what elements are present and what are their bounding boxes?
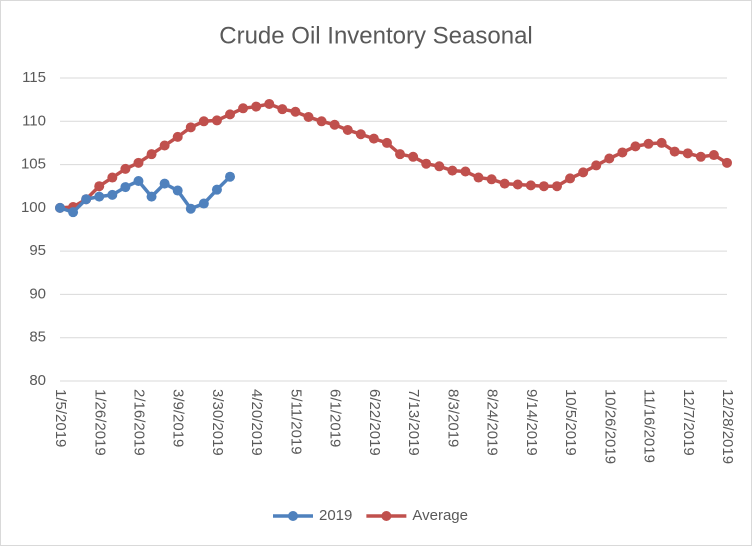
point (198, 198, 209, 209)
point (395, 149, 406, 160)
x-tick-label: 8/3/2019 (444, 389, 461, 447)
point (264, 98, 275, 109)
point (381, 137, 392, 148)
x-tick-label: 1/26/2019 (91, 389, 108, 456)
point (198, 116, 209, 127)
point (512, 179, 523, 190)
series-line (59, 102, 728, 210)
point (551, 181, 562, 192)
point (682, 148, 693, 159)
point (159, 140, 170, 151)
point (591, 160, 602, 171)
x-tick-label: 10/26/2019 (601, 389, 618, 464)
point (120, 182, 131, 193)
point (159, 178, 170, 189)
point (225, 109, 236, 120)
point (473, 172, 484, 183)
point (94, 191, 105, 202)
point (630, 141, 641, 152)
x-tick-label: 5/11/2019 (287, 389, 304, 455)
point (708, 150, 719, 161)
point (329, 119, 340, 130)
x-tick-label: 9/14/2019 (523, 389, 540, 456)
point (525, 180, 536, 191)
point (107, 189, 118, 200)
chart-title: Crude Oil Inventory Seasonal (219, 22, 533, 49)
x-tick-label: 11/16/2019 (641, 389, 658, 463)
x-tick-label: 8/24/2019 (484, 389, 501, 456)
point (172, 185, 183, 196)
y-tick-label: 80 (29, 372, 46, 389)
point (486, 174, 497, 185)
point (538, 181, 549, 192)
x-tick-label: 6/1/2019 (327, 389, 344, 447)
point (81, 194, 92, 205)
point (565, 173, 576, 184)
point (408, 151, 419, 162)
point (211, 115, 222, 126)
point (421, 158, 432, 169)
point (355, 129, 366, 140)
x-tick-label: 7/13/2019 (405, 389, 422, 456)
point (447, 165, 458, 176)
point (277, 104, 288, 115)
point (225, 171, 236, 182)
x-tick-label: 10/5/2019 (562, 389, 579, 456)
y-tick-label: 115 (22, 69, 46, 86)
x-tick-label: 6/22/2019 (366, 389, 383, 456)
point (94, 181, 105, 192)
point (342, 124, 353, 135)
x-tick-label: 12/7/2019 (680, 389, 697, 456)
x-tick-label: 4/20/2019 (248, 389, 265, 456)
x-tick-label: 12/28/2019 (719, 389, 736, 464)
point (434, 161, 445, 172)
point (107, 172, 118, 183)
point (238, 103, 249, 114)
x-tick-label: 3/30/2019 (209, 389, 226, 456)
point (578, 167, 589, 178)
point (68, 207, 79, 218)
point (617, 147, 628, 158)
x-tick-label: 2/16/2019 (131, 389, 148, 456)
y-tick-label: 90 (29, 285, 46, 302)
x-tick-label: 3/9/2019 (170, 389, 187, 447)
y-tick-label: 105 (21, 156, 46, 173)
point (185, 203, 196, 214)
point (695, 151, 706, 162)
point (722, 157, 732, 168)
legend-label: Average (412, 507, 468, 524)
point (55, 202, 65, 213)
point (211, 184, 222, 195)
point (172, 131, 183, 142)
point (303, 111, 314, 122)
x-tick-label: 1/5/2019 (52, 389, 69, 447)
y-tick-label: 85 (29, 329, 46, 346)
point (290, 106, 301, 117)
point (251, 101, 262, 112)
legend-marker (288, 511, 298, 521)
point (604, 153, 615, 164)
point (499, 178, 510, 189)
point (185, 122, 196, 133)
y-tick-label: 100 (21, 199, 46, 216)
point (316, 116, 327, 127)
point (643, 138, 654, 149)
point (656, 137, 667, 148)
legend-marker (381, 511, 392, 521)
point (133, 176, 144, 187)
y-tick-label: 110 (22, 112, 46, 129)
point (133, 157, 144, 168)
legend-label: 2019 (319, 507, 352, 524)
point (146, 191, 157, 202)
point (669, 146, 680, 157)
point (146, 149, 157, 160)
y-tick-label: 95 (29, 242, 46, 259)
point (120, 163, 131, 174)
point (460, 166, 471, 177)
point (368, 133, 379, 144)
